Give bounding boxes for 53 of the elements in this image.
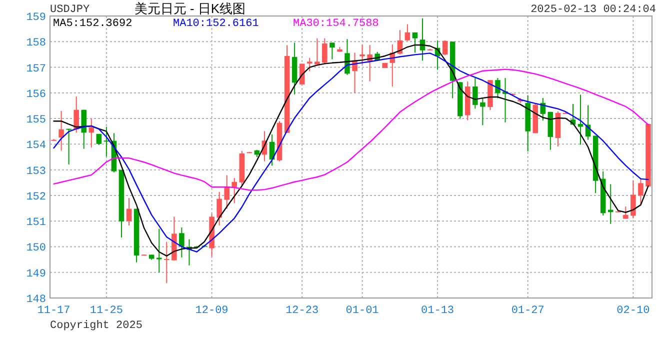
x-tick-label: 01-13 bbox=[421, 305, 454, 317]
candlestick bbox=[480, 97, 486, 126]
candlestick bbox=[232, 178, 237, 204]
candlestick bbox=[322, 38, 328, 64]
candlestick bbox=[224, 174, 230, 210]
y-tick-label: 148 bbox=[26, 294, 46, 306]
x-tick-label: 12-09 bbox=[195, 305, 228, 317]
candlestick bbox=[314, 38, 320, 65]
y-tick-label: 157 bbox=[26, 63, 46, 76]
x-tick-label: 02-10 bbox=[616, 305, 650, 317]
chart-title: 美元日元 - 日K线图 bbox=[134, 1, 246, 16]
y-tick-label: 150 bbox=[26, 242, 46, 255]
x-tick-label: 11-25 bbox=[90, 305, 123, 317]
candlestick bbox=[74, 96, 79, 134]
candlestick bbox=[216, 191, 222, 226]
y-tick-label: 153 bbox=[26, 166, 46, 178]
text: MA30:154.7588 bbox=[293, 18, 379, 30]
y-tick-label: 151 bbox=[26, 217, 46, 230]
x-tick-label: 11-17 bbox=[37, 305, 70, 317]
candlestick bbox=[126, 198, 132, 226]
candlestick bbox=[638, 178, 644, 206]
y-tick-label: 154 bbox=[26, 140, 46, 152]
y-tick-label: 149 bbox=[26, 268, 46, 280]
candlestick bbox=[330, 42, 335, 60]
candlestick bbox=[630, 180, 636, 219]
x-tick-label: 01-01 bbox=[346, 305, 380, 317]
candlestick bbox=[104, 126, 110, 157]
text: USDJPY bbox=[50, 4, 90, 16]
candlestick bbox=[344, 38, 350, 76]
x-tick-label: 01-27 bbox=[511, 305, 544, 317]
y-tick-label: 155 bbox=[26, 114, 46, 127]
candlestick bbox=[623, 206, 628, 220]
text: MA5:152.3692 bbox=[53, 18, 132, 30]
candlestick bbox=[164, 241, 170, 284]
candlestick bbox=[306, 57, 312, 72]
candlestick bbox=[472, 78, 478, 110]
candlestick bbox=[81, 109, 86, 150]
candlestick bbox=[495, 78, 500, 99]
candlestick bbox=[58, 110, 64, 152]
y-tick-label: 159 bbox=[26, 12, 46, 24]
y-tick-label: 158 bbox=[26, 38, 46, 50]
x-tick-label: 12-23 bbox=[286, 305, 319, 317]
y-tick-label: 156 bbox=[26, 88, 46, 101]
candlestick bbox=[179, 227, 184, 258]
text: Copyright 2025 bbox=[50, 320, 142, 332]
text: 2025-02-13 00:24:04 bbox=[530, 4, 656, 16]
y-tick-label: 152 bbox=[26, 191, 46, 204]
candlestick bbox=[66, 128, 72, 165]
text: MA10:152.6161 bbox=[173, 18, 260, 30]
candlestick bbox=[404, 24, 410, 42]
candlestick bbox=[442, 40, 448, 56]
candlestick bbox=[412, 32, 418, 54]
candlestick bbox=[156, 228, 162, 273]
